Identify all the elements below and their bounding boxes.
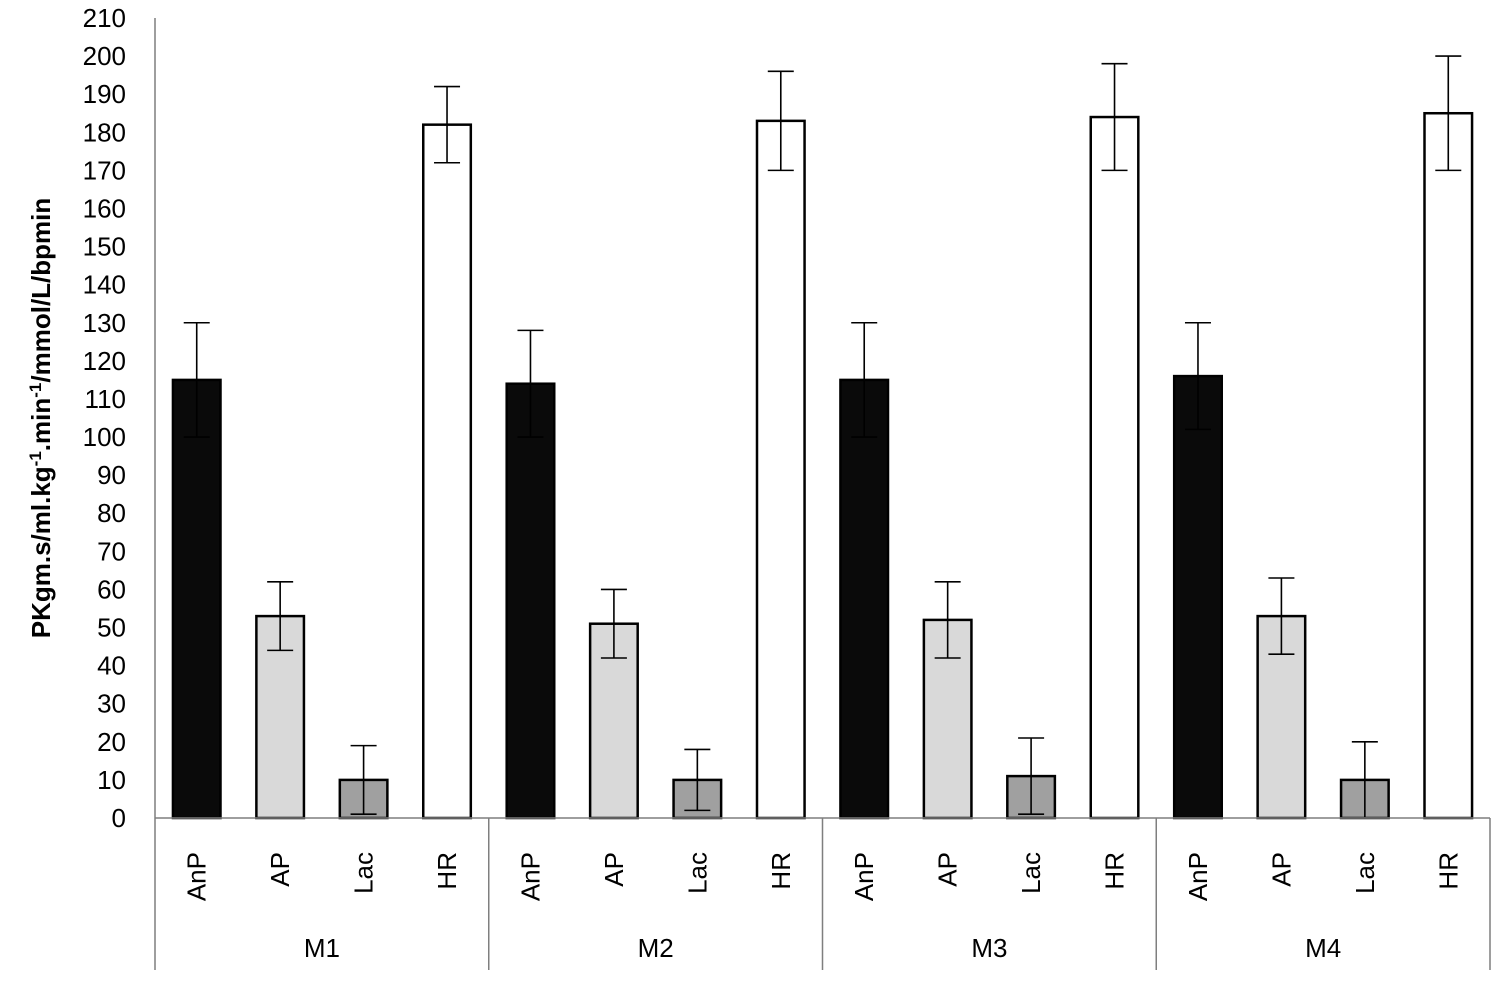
group-label: M4: [1305, 933, 1341, 963]
group-label: M1: [304, 933, 340, 963]
bar: [1089, 115, 1140, 820]
y-tick-label: 130: [83, 308, 126, 338]
x-tick-label: Lac: [1350, 852, 1380, 894]
bar: [839, 378, 890, 820]
bar: [1423, 111, 1474, 820]
x-tick-label: Lac: [682, 852, 712, 894]
x-tick-label: AP: [599, 852, 629, 887]
y-tick-label: 40: [97, 651, 126, 681]
x-tick-label: AP: [933, 852, 963, 887]
y-tick-label: 30: [97, 689, 126, 719]
y-tick-label: 60: [97, 574, 126, 604]
y-tick-label: 120: [83, 346, 126, 376]
bars-layer: [171, 111, 1474, 820]
y-tick-label: 50: [97, 613, 126, 643]
x-tick-label: AnP: [515, 852, 545, 901]
y-tick-label: 140: [83, 270, 126, 300]
x-tick-label: AnP: [849, 852, 879, 901]
y-tick-label: 160: [83, 193, 126, 223]
bar: [755, 119, 806, 820]
group-label: M2: [638, 933, 674, 963]
y-tick-label: 110: [85, 384, 126, 414]
y-tick-label: 190: [83, 79, 126, 109]
x-tick-label: HR: [1433, 852, 1463, 890]
bar: [171, 378, 222, 820]
y-tick-label: 180: [83, 117, 126, 147]
y-axis-label-sup1: -1: [26, 451, 45, 466]
bar: [505, 382, 556, 820]
x-tick-label: Lac: [349, 852, 379, 894]
y-axis-label-mid: .min: [26, 398, 56, 451]
error-bars-layer: [183, 55, 1462, 819]
x-tick-label: HR: [1100, 852, 1130, 890]
y-tick-label: 70: [97, 536, 126, 566]
x-tick-label: HR: [766, 852, 796, 890]
y-tick-label: 210: [83, 3, 126, 33]
y-tick-label: 10: [97, 765, 126, 795]
y-axis-label: PKgm.s/ml.kg-1.min-1/mmol/L/bpmin: [26, 198, 57, 639]
y-tick-label: 80: [97, 498, 126, 528]
x-tick-label: AnP: [182, 852, 212, 901]
bar: [1172, 374, 1223, 820]
y-tick-label: 100: [83, 422, 126, 452]
axes-layer: [154, 18, 1491, 970]
x-tick-label: Lac: [1016, 852, 1046, 894]
x-tick-label: AP: [1266, 852, 1296, 887]
y-axis-ticks: 0 10 20 30 40 50 60 70 80 90 100 110 120 130 140 150 160…: [83, 3, 126, 833]
x-tick-label: HR: [432, 852, 462, 890]
x-tick-label: AnP: [1183, 852, 1213, 901]
y-tick-label: 170: [83, 155, 126, 185]
y-axis-label-pre: PKgm.s/ml.kg: [26, 466, 56, 638]
y-tick-label: 200: [83, 41, 126, 71]
x-axis-labels: AnP AP Lac HR M1 AnP AP Lac HR M2 AnP AP Lac HR M3 AnP A…: [182, 852, 1464, 963]
bar: [422, 123, 473, 820]
y-axis-label-sup2: -1: [26, 383, 45, 398]
y-tick-label: 150: [83, 232, 126, 262]
group-label: M3: [971, 933, 1007, 963]
y-tick-label: 90: [97, 460, 126, 490]
y-axis-label-post: /mmol/L/bpmin: [26, 198, 56, 383]
y-tick-label: 0: [112, 803, 126, 833]
x-tick-label: AP: [265, 852, 295, 887]
y-tick-label: 20: [97, 727, 126, 757]
